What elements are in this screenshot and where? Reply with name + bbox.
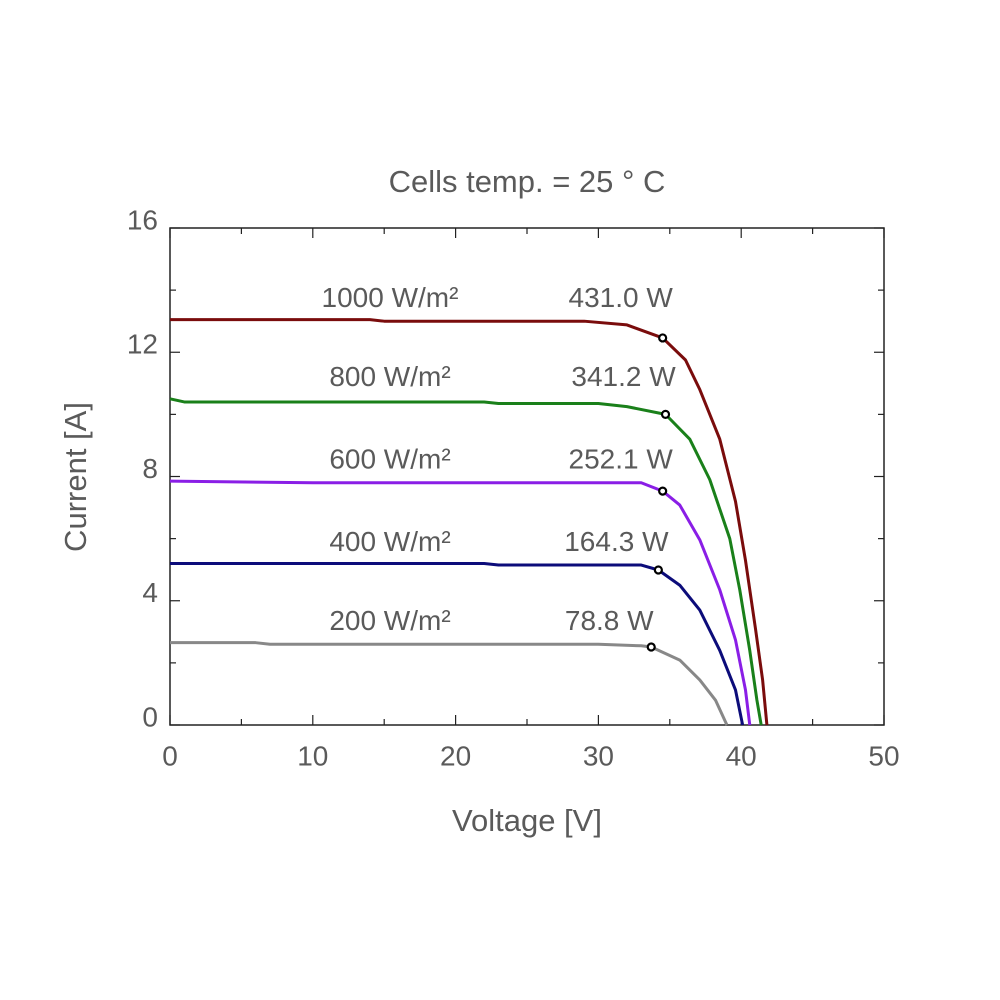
iv-curve [169, 397, 763, 726]
mpp-marker [653, 565, 663, 575]
irradiance-label: 600 W/m² [329, 444, 450, 475]
iv-curve [170, 561, 745, 726]
mpp-marker [658, 333, 668, 343]
x-tick-label: 0 [162, 740, 178, 771]
mpp-marker [658, 486, 668, 496]
plot-frame [169, 227, 885, 726]
power-label: 164.3 W [564, 526, 669, 557]
x-tick-label: 20 [440, 740, 471, 771]
power-label: 78.8 W [565, 605, 654, 636]
iv-curve [170, 318, 769, 726]
irradiance-label: 400 W/m² [329, 526, 450, 557]
x-tick-label: 50 [868, 740, 899, 771]
x-tick-label: 10 [297, 740, 328, 771]
power-label: 341.2 W [571, 361, 676, 392]
power-label: 252.1 W [569, 444, 674, 475]
irradiance-label: 200 W/m² [329, 605, 450, 636]
irradiance-label: 800 W/m² [329, 361, 450, 392]
y-tick-label: 0 [142, 701, 158, 732]
x-axis-label: Voltage [V] [452, 803, 602, 838]
y-tick-label: 4 [142, 577, 158, 608]
iv-curve [170, 641, 729, 726]
y-tick-label: 16 [127, 204, 158, 235]
y-tick-label: 8 [142, 453, 158, 484]
x-tick-label: 40 [726, 740, 757, 771]
y-tick-label: 12 [127, 329, 158, 360]
iv-curve [169, 479, 752, 726]
power-label: 431.0 W [569, 282, 674, 313]
mpp-marker [660, 409, 671, 419]
mpp-marker [646, 642, 656, 652]
y-axis-label: Current [A] [58, 402, 93, 552]
x-tick-label: 30 [583, 740, 614, 771]
chart-title: Cells temp. = 25 ° C [389, 164, 666, 199]
irradiance-label: 1000 W/m² [322, 282, 459, 313]
